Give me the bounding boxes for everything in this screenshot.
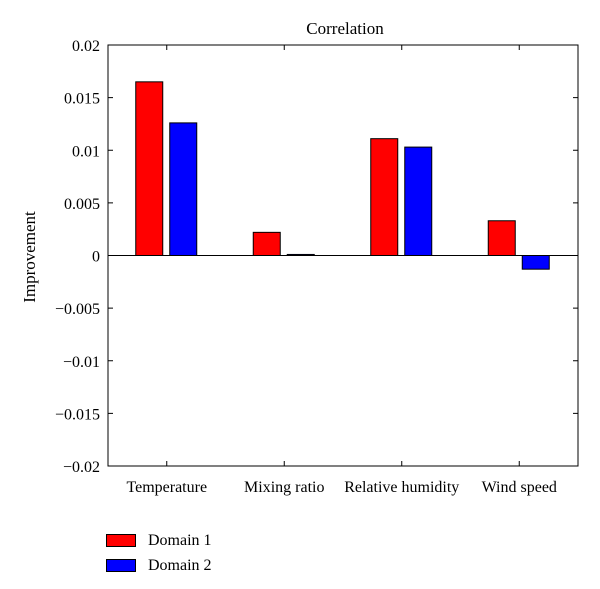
chart-title: Correlation — [306, 19, 384, 38]
y-tick-label: 0.005 — [64, 196, 100, 213]
bar-chart: Correlation Improvement 0.020.0150.010.0… — [20, 19, 579, 496]
y-tick-label: −0.005 — [55, 301, 100, 318]
y-tick-label: 0 — [92, 249, 100, 266]
legend-swatch-domain-2 — [106, 559, 136, 572]
y-tick-label: −0.015 — [55, 406, 100, 423]
legend: Domain 1 Domain 2 — [106, 528, 212, 578]
y-tick-label: 0.01 — [72, 143, 100, 160]
plot-frame — [107, 44, 579, 467]
y-tick-label: −0.01 — [63, 354, 100, 371]
bar-1-3 — [370, 138, 399, 256]
bar-1-1 — [135, 81, 164, 257]
bar-2-1 — [169, 122, 198, 257]
x-tick-label: Temperature — [126, 479, 207, 496]
y-axis-label: Improvement — [20, 211, 39, 303]
bar-1-4 — [487, 220, 516, 256]
bar-1-2 — [252, 231, 281, 257]
legend-item-domain-2: Domain 2 — [106, 553, 212, 578]
x-tick-label: Mixing ratio — [244, 479, 324, 496]
y-tick-label: 0.015 — [64, 91, 100, 108]
legend-item-domain-1: Domain 1 — [106, 528, 212, 553]
x-tick-label: Wind speed — [482, 479, 557, 496]
legend-label-domain-2: Domain 2 — [148, 556, 212, 574]
x-tick-label: Relative humidity — [344, 479, 459, 496]
bar-2-3 — [404, 146, 433, 256]
bar-2-4 — [521, 255, 550, 270]
legend-swatch-domain-1 — [106, 534, 136, 547]
bars — [135, 81, 550, 270]
legend-label-domain-1: Domain 1 — [148, 531, 212, 549]
axis-ticks: 0.02 0.015 0.01 0.005 0 −0.005 −0.01 −0.015 −0.0… — [55, 38, 578, 496]
y-tick-label: −0.02 — [63, 459, 100, 476]
y-tick-label: 0.02 — [72, 38, 100, 55]
